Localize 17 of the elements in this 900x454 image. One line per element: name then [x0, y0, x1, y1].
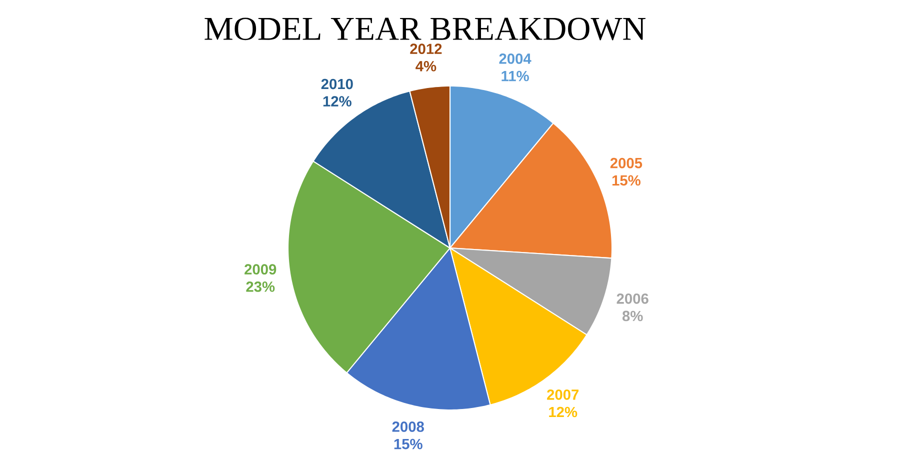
slice-label: 2008: [392, 422, 424, 432]
data-label: 12%: [549, 406, 578, 418]
slice-label: 2010: [321, 78, 353, 90]
data-label: 4%: [416, 61, 436, 72]
data-label: 11%: [502, 71, 529, 82]
slice-label: 2007: [547, 390, 579, 400]
slice-label: 2009: [244, 264, 276, 275]
data-label: 15%: [394, 439, 422, 450]
slice-label: 2005: [610, 158, 642, 168]
data-label: 8%: [622, 310, 643, 322]
data-label: 15%: [612, 175, 640, 186]
data-label: 23%: [246, 282, 275, 292]
slice-label: 2006: [616, 294, 648, 304]
chart-title: MODEL YEAR BREAKDOWN: [204, 18, 646, 40]
slice-label: 2012: [410, 44, 442, 54]
data-label: 12%: [323, 96, 352, 107]
slice-label: 2004: [499, 54, 532, 64]
